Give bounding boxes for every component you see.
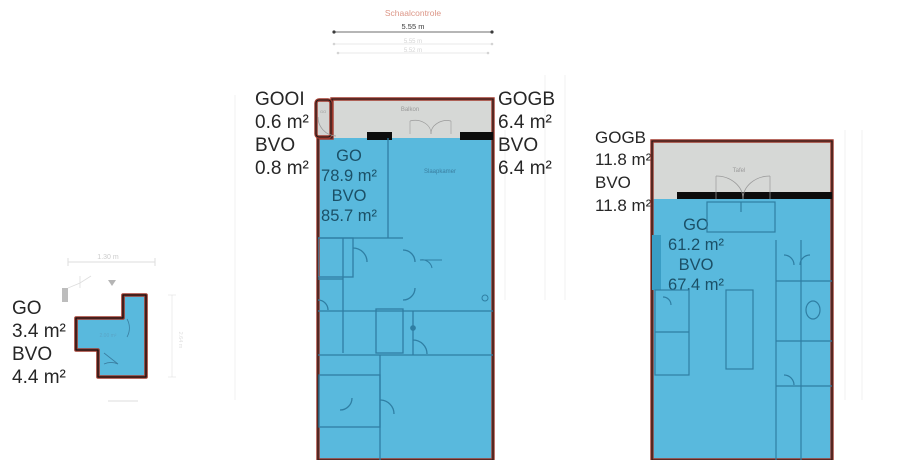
svg-text:2.00 m²: 2.00 m² (100, 333, 117, 339)
svg-text:Slaapkamer: Slaapkamer (424, 169, 456, 175)
svg-text:67.4 m²: 67.4 m² (668, 276, 724, 294)
svg-text:5.55 m: 5.55 m (402, 22, 425, 31)
svg-text:6.4 m²: 6.4 m² (498, 158, 552, 179)
svg-text:5.52 m: 5.52 m (404, 48, 422, 54)
svg-text:BVO: BVO (332, 187, 367, 205)
svg-text:GOGB: GOGB (498, 89, 555, 110)
svg-text:GO: GO (320, 109, 326, 114)
svg-text:5.55 m: 5.55 m (404, 39, 422, 45)
svg-text:BVO: BVO (255, 135, 295, 156)
svg-text:61.2 m²: 61.2 m² (668, 236, 724, 254)
svg-text:Tafel: Tafel (733, 168, 746, 174)
svg-text:BVO: BVO (498, 135, 538, 156)
svg-text:BVO: BVO (12, 344, 52, 365)
svg-text:BVO: BVO (595, 173, 631, 192)
svg-text:GO: GO (12, 298, 42, 319)
svg-text:4.4 m²: 4.4 m² (12, 367, 66, 388)
svg-text:85.7 m²: 85.7 m² (321, 207, 377, 225)
svg-text:1.30 m: 1.30 m (97, 254, 119, 261)
svg-text:0.6 m²: 0.6 m² (255, 112, 309, 133)
svg-text:6.4 m²: 6.4 m² (498, 112, 552, 133)
svg-text:11.8 m²: 11.8 m² (595, 150, 652, 169)
svg-text:Balkon: Balkon (401, 107, 419, 113)
svg-text:GO: GO (683, 216, 709, 234)
svg-text:11.8 m²: 11.8 m² (595, 196, 652, 215)
svg-text:2.64 m: 2.64 m (177, 332, 183, 349)
svg-text:Schaalcontrole: Schaalcontrole (385, 8, 442, 18)
svg-text:GOGB: GOGB (595, 128, 646, 147)
svg-text:BVO: BVO (679, 256, 714, 274)
svg-text:3.4 m²: 3.4 m² (12, 321, 66, 342)
svg-text:GO: GO (336, 147, 362, 165)
svg-text:0.8 m²: 0.8 m² (255, 158, 309, 179)
svg-text:78.9 m²: 78.9 m² (321, 167, 377, 185)
svg-text:GOOI: GOOI (255, 89, 305, 110)
